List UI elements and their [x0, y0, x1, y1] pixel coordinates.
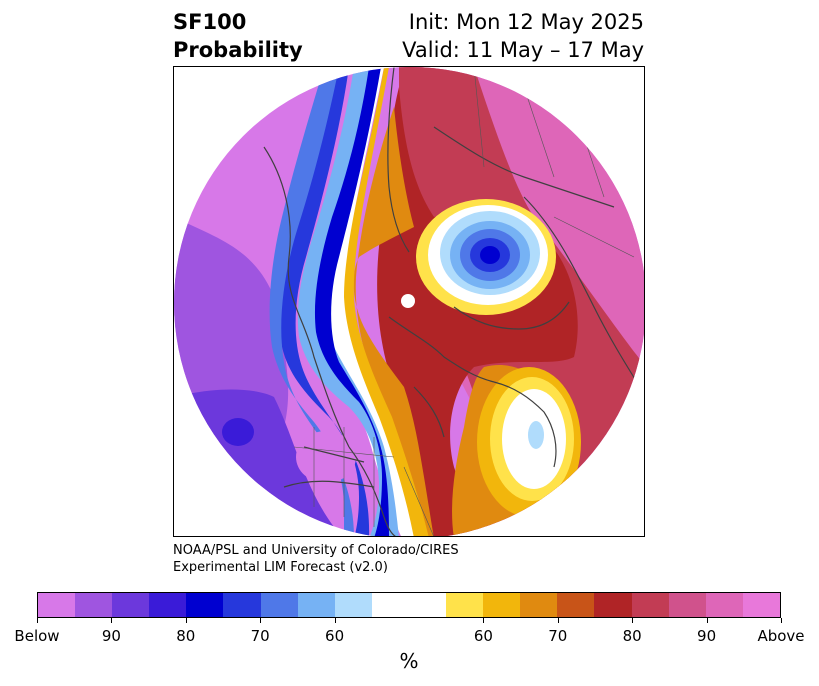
colorbar-label: 80	[176, 627, 196, 645]
violet-patch-west-us	[296, 431, 356, 483]
coastlines	[263, 67, 644, 536]
blue-core-east	[528, 421, 544, 449]
title-line-2: Probability	[173, 38, 303, 62]
colorbar-swatch	[446, 593, 484, 617]
colorbar-label: Below	[14, 627, 60, 645]
colorbar-label: 60	[473, 627, 493, 645]
colorbar-swatch	[371, 593, 409, 617]
colorbar-swatch	[260, 593, 298, 617]
credit-line-2: Experimental LIM Forecast (v2.0)	[173, 560, 388, 575]
colorbar-tick	[483, 618, 484, 623]
colorbar-swatch	[557, 593, 595, 617]
region-white-band	[325, 67, 414, 536]
colorbar-label: 70	[250, 627, 270, 645]
colorbar-tick	[632, 618, 633, 623]
region-orange	[353, 107, 434, 536]
colorbar-tick	[335, 618, 336, 623]
colorbar-tick	[186, 618, 187, 623]
colorbar-swatch	[520, 593, 558, 617]
colorbar-swatch	[75, 593, 113, 617]
polar-map	[174, 67, 644, 536]
colorbar-swatch	[223, 593, 261, 617]
colorbar-unit: %	[399, 649, 419, 673]
colorbar-tick	[558, 618, 559, 623]
colorbar-swatch	[112, 593, 150, 617]
pole-white-spot	[401, 294, 415, 308]
colorbar-swatch	[668, 593, 706, 617]
colorbar-swatch	[334, 593, 372, 617]
init-date: Init: Mon 12 May 2025	[408, 10, 644, 34]
map-panel	[173, 66, 645, 537]
valid-range: Valid: 11 May – 17 May	[402, 38, 644, 62]
map-title: SF100 Probability	[173, 8, 303, 64]
colorbar-tick	[111, 618, 112, 623]
colorbar-swatch	[297, 593, 335, 617]
colorbar-label: 90	[697, 627, 717, 645]
colorbar-tick	[781, 618, 782, 623]
blue-center-pacific	[222, 418, 254, 446]
colorbar-tick	[260, 618, 261, 623]
region-yellow-west	[341, 67, 429, 536]
region-deep-blue-band	[314, 67, 389, 536]
colorbar-swatch	[149, 593, 187, 617]
credit-text: NOAA/PSL and University of Colorado/CIRE…	[173, 542, 459, 576]
colorbar-swatch	[631, 593, 669, 617]
colorbar-label: 80	[622, 627, 642, 645]
colorbar-swatch	[483, 593, 521, 617]
forecast-dates: Init: Mon 12 May 2025 Valid: 11 May – 17…	[402, 8, 644, 64]
arctic-low-core	[480, 246, 500, 264]
region-light-blue-rim	[269, 67, 354, 536]
forecast-field	[174, 67, 644, 536]
colorbar-label: 70	[548, 627, 568, 645]
colorbar-tick	[707, 618, 708, 623]
colorbar-tick	[37, 618, 38, 623]
region-blue-outer	[279, 67, 370, 536]
region-blue-band	[297, 67, 399, 536]
colorbar-swatch	[408, 593, 447, 617]
colorbar-swatch	[38, 593, 76, 617]
title-line-1: SF100	[173, 10, 247, 34]
colorbar-swatch	[594, 593, 632, 617]
colorbar-label: 90	[101, 627, 121, 645]
colorbar-swatch	[186, 593, 224, 617]
colorbar-swatch	[705, 593, 743, 617]
colorbar-swatch	[742, 593, 780, 617]
credit-line-1: NOAA/PSL and University of Colorado/CIRE…	[173, 543, 459, 558]
colorbar	[37, 592, 781, 618]
colorbar-label: Above	[757, 627, 805, 645]
colorbar-label: 60	[325, 627, 345, 645]
